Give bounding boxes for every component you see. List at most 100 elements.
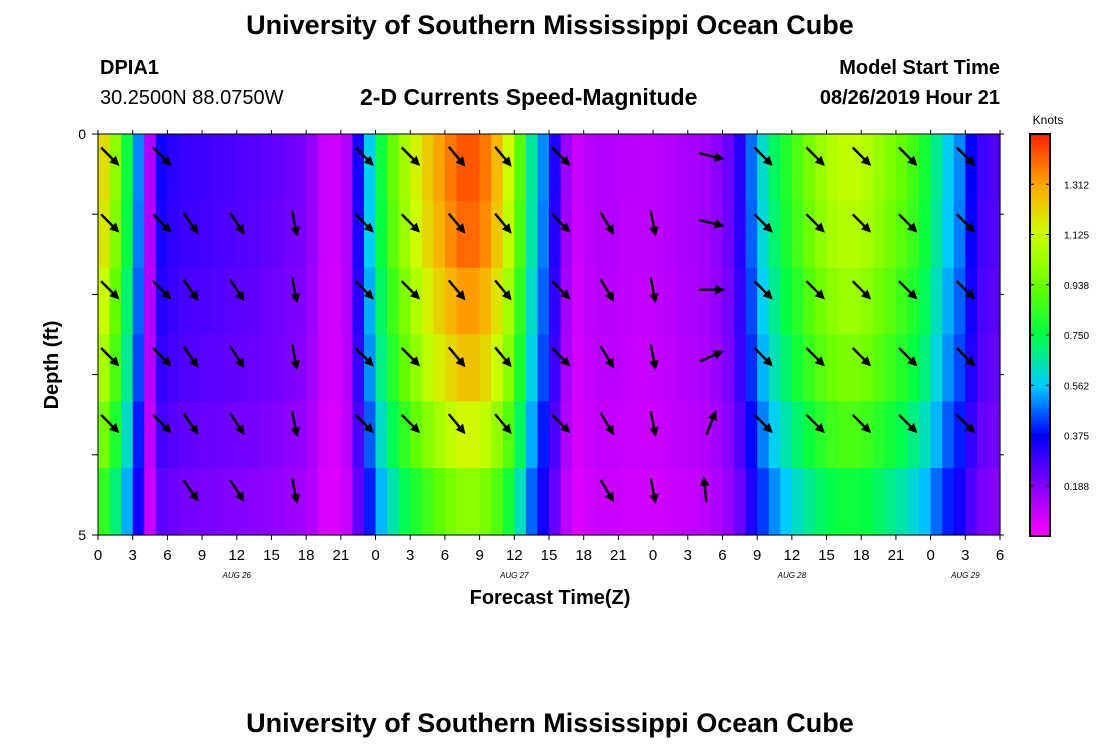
- heatmap-cell: [132, 267, 145, 336]
- heatmap-cell: [572, 267, 585, 336]
- current-vector-arrow: [851, 347, 872, 367]
- current-vector-arrow: [753, 213, 773, 233]
- heatmap-cell: [271, 334, 284, 402]
- current-vector-arrow: [551, 280, 571, 300]
- heatmap-cell: [225, 200, 238, 269]
- current-vector-arrow: [699, 350, 724, 363]
- heatmap-cell: [953, 401, 966, 469]
- heatmap-cell: [572, 468, 585, 536]
- heatmap-cell: [202, 468, 215, 536]
- heatmap-cell: [525, 401, 539, 469]
- heatmap-cell: [340, 468, 354, 536]
- heatmap-cell: [98, 334, 111, 402]
- current-vector-arrow: [955, 413, 976, 434]
- heatmap-cell: [988, 401, 1001, 469]
- heatmap-cell: [283, 200, 296, 269]
- heatmap-cell: [549, 401, 562, 469]
- heatmap-cell: [363, 401, 377, 469]
- heatmap-cell: [502, 267, 515, 336]
- current-vector-arrow: [955, 213, 976, 233]
- heatmap-cell: [884, 334, 897, 402]
- x-tick-label: 12: [506, 547, 523, 564]
- current-vector-arrow: [851, 146, 872, 166]
- heatmap-cell: [109, 200, 122, 269]
- heatmap-cell: [653, 401, 666, 469]
- current-vector-arrow: [851, 280, 872, 300]
- heatmap-cell: [791, 200, 805, 269]
- heatmap-cell: [687, 334, 700, 402]
- colorbar-tick-label: 1.125: [1064, 231, 1089, 242]
- heatmap-cell: [872, 334, 885, 402]
- current-vector-arrow: [551, 146, 571, 166]
- current-vector-arrow: [599, 211, 615, 235]
- heatmap-cell: [919, 267, 932, 336]
- heatmap-cell: [560, 200, 573, 269]
- heatmap-cell: [155, 468, 168, 536]
- current-vector-arrow: [229, 479, 245, 502]
- heatmap-cell: [421, 334, 434, 402]
- current-vector-arrow: [447, 346, 466, 368]
- heatmap-cell: [132, 334, 145, 402]
- heatmap-cell: [132, 200, 145, 269]
- current-vector-arrow: [955, 280, 976, 300]
- heatmap-cell: [421, 267, 434, 336]
- heatmap-cell: [826, 334, 839, 402]
- heatmap-cell: [398, 401, 411, 469]
- heatmap-cell: [780, 134, 793, 202]
- heatmap-cell: [167, 401, 180, 469]
- x-tick-label: 9: [475, 547, 483, 564]
- current-vector-arrow: [100, 213, 120, 233]
- heatmap-cell: [629, 267, 643, 336]
- heatmap-cell: [953, 334, 966, 402]
- heatmap-cell: [965, 134, 978, 202]
- heatmap-cell: [606, 401, 619, 469]
- heatmap-cell: [895, 267, 909, 336]
- heatmap-cell: [259, 200, 273, 269]
- heatmap-cell: [109, 401, 122, 469]
- heatmap-cell: [329, 334, 342, 402]
- heatmap-cell: [930, 267, 943, 336]
- heatmap-cell: [398, 134, 411, 202]
- heatmap-cell: [363, 468, 377, 536]
- heatmap-cell: [572, 334, 585, 402]
- heatmap-cell: [167, 200, 180, 269]
- chart-subtitle: 2-D Currents Speed-Magnitude: [360, 84, 698, 110]
- heatmap-cell: [907, 468, 920, 536]
- current-vector-arrow: [229, 345, 245, 369]
- heatmap-cell: [167, 468, 180, 536]
- current-vector-arrow: [699, 476, 710, 503]
- heatmap-cell: [560, 134, 573, 202]
- x-tick-label: 3: [406, 547, 414, 564]
- heatmap-cell: [190, 334, 203, 402]
- heatmap-cell: [722, 200, 735, 269]
- heatmap-cell: [213, 468, 226, 536]
- current-vector-arrow: [494, 413, 512, 435]
- x-tick-label: 9: [753, 547, 761, 564]
- colorbar-tick-label: 0.375: [1064, 432, 1089, 443]
- heatmap-cell: [595, 267, 608, 336]
- heatmap-cell: [641, 401, 654, 469]
- heatmap-cell: [283, 401, 296, 469]
- current-vector-arrow: [753, 146, 773, 166]
- heatmap-cell: [549, 334, 562, 402]
- heatmap-cell: [722, 468, 735, 536]
- heatmap-cell: [919, 401, 932, 469]
- heatmap-cell: [213, 267, 226, 336]
- heatmap-cell: [236, 401, 249, 469]
- heatmap-cell: [225, 401, 238, 469]
- heatmap-cell: [155, 401, 168, 469]
- heatmap-cell: [525, 267, 539, 336]
- heatmap-cell: [259, 267, 273, 336]
- heatmap-cell: [768, 134, 781, 202]
- heatmap-cell: [259, 334, 273, 402]
- heatmap-cell: [953, 200, 966, 269]
- heatmap-cell: [757, 267, 770, 336]
- heatmap-cell: [919, 134, 932, 202]
- current-vector-arrow: [182, 212, 199, 235]
- current-vector-arrow: [229, 412, 245, 436]
- heatmap-cell: [618, 334, 631, 402]
- heatmap-cell: [456, 334, 469, 402]
- current-vector-arrow: [354, 213, 374, 233]
- heatmap-cell: [699, 134, 712, 202]
- heatmap-cell: [549, 200, 562, 269]
